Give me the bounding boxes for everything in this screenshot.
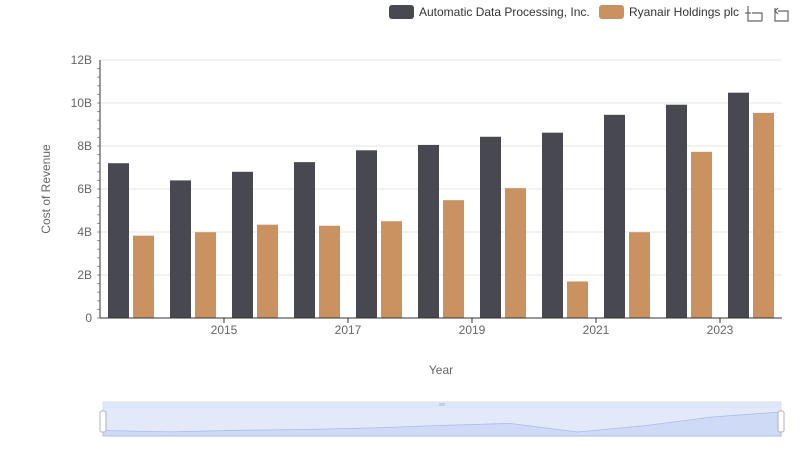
y-tick-label: 10B: [71, 96, 92, 110]
data-zoom-preview-area: [102, 411, 782, 437]
bar-adp-2017[interactable]: [294, 162, 315, 318]
bar-ryanair-2018[interactable]: [381, 221, 402, 318]
legend: Automatic Data Processing, Inc. Ryanair …: [389, 5, 739, 19]
data-zoom-right-handle[interactable]: [777, 410, 785, 433]
x-tick-label: 2021: [583, 323, 610, 337]
y-tick-label: 12B: [71, 53, 92, 67]
data-zoom-left-handle[interactable]: [99, 410, 107, 433]
legend-item-adp[interactable]: Automatic Data Processing, Inc.: [389, 5, 590, 19]
bar-ryanair-2015[interactable]: [195, 232, 216, 318]
x-tick-label: 2015: [211, 323, 238, 337]
y-tick-label: 4B: [77, 225, 92, 239]
bar-adp-2015[interactable]: [170, 180, 191, 318]
bar-adp-2018[interactable]: [356, 150, 377, 318]
bar-ryanair-2014[interactable]: [133, 235, 154, 318]
bar-ryanair-2021[interactable]: [567, 281, 588, 318]
bar-adp-2023[interactable]: [666, 104, 687, 318]
bar-ryanair-2024[interactable]: [753, 112, 774, 318]
bar-adp-2019[interactable]: [418, 144, 439, 318]
bar-adp-2014[interactable]: [108, 163, 129, 318]
bar-adp-2024[interactable]: [728, 92, 749, 319]
bar-adp-2020[interactable]: [480, 136, 501, 318]
legend-label-ryanair: Ryanair Holdings plc: [629, 5, 739, 19]
bar-adp-2022[interactable]: [604, 114, 625, 318]
bar-ryanair-2022[interactable]: [629, 232, 650, 318]
y-tick-label: 0: [85, 311, 92, 325]
legend-swatch-ryanair: [599, 5, 624, 19]
bar-ryanair-2020[interactable]: [505, 188, 526, 318]
bar-ryanair-2019[interactable]: [443, 200, 464, 318]
axes: 0 2B 4B 6B 8B 10B 12B 2015 2017 2019 2021 2023: [71, 53, 782, 337]
data-zoom-slider[interactable]: [99, 401, 785, 437]
bar-adp-2016[interactable]: [232, 171, 253, 318]
bar-ryanair-2023[interactable]: [691, 151, 712, 318]
bar-ryanair-2016[interactable]: [257, 224, 278, 318]
data-zoom-move-handle-icon[interactable]: [439, 403, 445, 406]
zoom-icon[interactable]: [745, 6, 763, 22]
legend-label-adp: Automatic Data Processing, Inc.: [419, 5, 590, 19]
x-tick-label: 2017: [335, 323, 362, 337]
x-tick-label: 2019: [459, 323, 486, 337]
y-tick-label: 2B: [77, 268, 92, 282]
legend-item-ryanair[interactable]: Ryanair Holdings plc: [599, 5, 739, 19]
legend-swatch-adp: [389, 5, 414, 19]
x-axis-title: Year: [429, 363, 453, 377]
x-tick-label: 2023: [707, 323, 734, 337]
bar-ryanair-2017[interactable]: [319, 225, 340, 318]
y-tick-label: 8B: [77, 139, 92, 153]
zoom-reset-icon[interactable]: [774, 7, 789, 22]
y-tick-label: 6B: [77, 182, 92, 196]
bar-adp-2021[interactable]: [542, 132, 563, 318]
y-axis-title: Cost of Revenue: [39, 144, 53, 234]
bar-series: [108, 92, 774, 319]
